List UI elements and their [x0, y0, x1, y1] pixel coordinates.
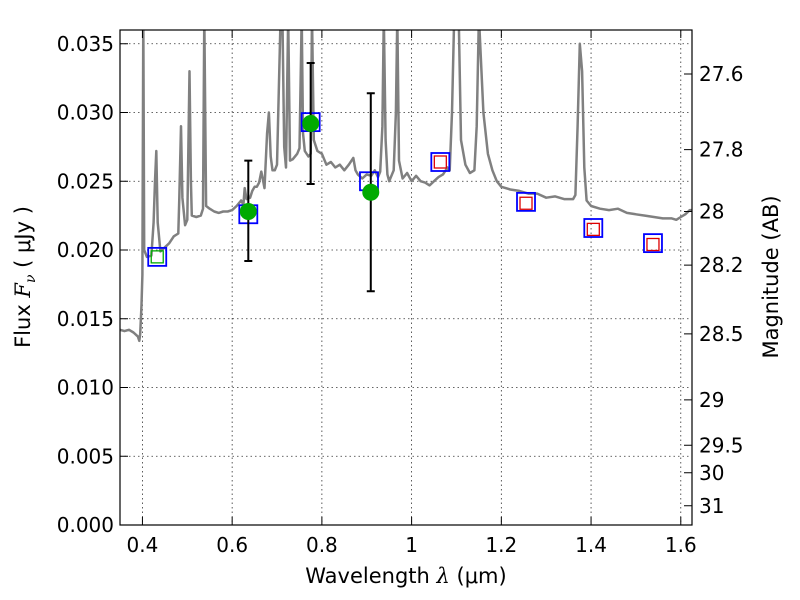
upper-limit-marker	[519, 196, 533, 210]
x-tick-label: 1.2	[485, 533, 517, 557]
x-tick-label: 1.4	[575, 533, 607, 557]
y-tick-label: 0.035	[57, 32, 114, 56]
y2-tick-label: 29.5	[699, 433, 744, 457]
x-tick-label: 1	[405, 533, 418, 557]
y2-tick-label: 27.8	[699, 138, 744, 162]
x-tick-label: 0.6	[216, 533, 248, 557]
spectrum-line	[120, 30, 692, 343]
measured-point	[302, 115, 320, 132]
y2-tick-label: 28	[699, 200, 724, 224]
y-axis-title-unit: ( μJy )	[11, 206, 35, 274]
x-tick-label: 0.8	[306, 533, 338, 557]
y-tick-label: 0.000	[57, 513, 114, 537]
y-tick-label: 0.010	[57, 376, 114, 400]
ticks-layer: 0.4 0.6 0.8 1 1.2 1.4 1.6 0.000 0.005 0.010 0.015 0…	[57, 30, 744, 557]
model-photometry-marker	[583, 218, 604, 238]
y-tick-label: 0.025	[57, 169, 114, 193]
x-axis-title-prefix: Wavelength	[305, 564, 436, 588]
model-photometry-marker	[643, 233, 663, 254]
y-axis-title: Flux Fν ( μJy )	[11, 206, 39, 348]
model-photometry-marker	[516, 191, 536, 212]
series-layer	[120, 30, 692, 343]
x-axis-title: Wavelength λ (μm)	[305, 564, 506, 588]
model-photometry-marker	[147, 246, 168, 267]
x-axis-title-symbol: λ	[436, 564, 450, 588]
green-square-marker	[150, 250, 164, 264]
y-axis-title-prefix: Flux	[11, 298, 35, 348]
grid-layer	[120, 30, 692, 525]
y2-tick-label: 31	[699, 494, 724, 518]
y2-tick-label: 28.5	[699, 322, 744, 346]
y-tick-label: 0.005	[57, 444, 114, 468]
y-tick-label: 0.015	[57, 307, 114, 331]
y2-tick-label: 28.2	[699, 253, 744, 277]
upper-limit-marker	[586, 222, 600, 237]
y2-tick-label: 30	[699, 461, 724, 485]
y-tick-label: 0.030	[57, 101, 114, 125]
measured-point	[362, 183, 380, 201]
model-photometry-marker	[430, 152, 451, 172]
x-tick-label: 0.4	[127, 533, 159, 557]
y2-tick-label: 29	[699, 388, 724, 412]
y-tick-label: 0.020	[57, 238, 114, 262]
y2-tick-label: 27.6	[699, 62, 744, 86]
x-tick-label: 1.6	[665, 533, 697, 557]
measured-point	[239, 203, 257, 220]
y-axis-title-symbol: F	[11, 282, 35, 299]
upper-limit-marker	[646, 237, 660, 252]
y-axis-title-subscript: ν	[23, 274, 39, 283]
x-axis-title-unit: (μm)	[450, 564, 507, 588]
upper-limit-marker	[433, 155, 447, 169]
plot-frame	[119, 29, 693, 526]
y2-axis-title: Magnitude (AB)	[759, 195, 783, 358]
